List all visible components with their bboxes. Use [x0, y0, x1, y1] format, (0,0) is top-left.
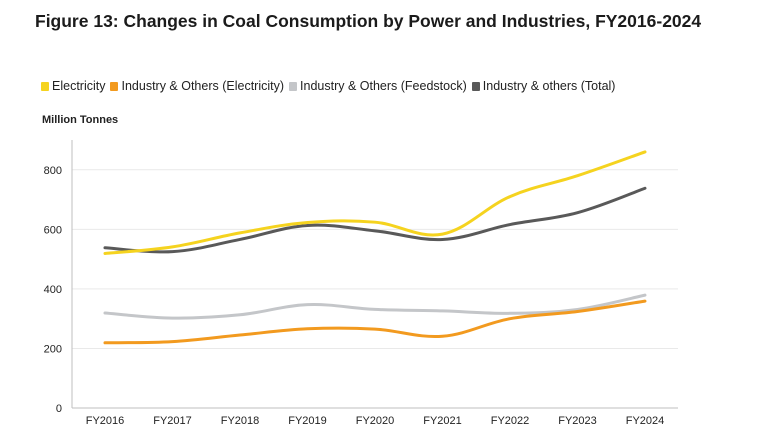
x-tick-label: FY2016	[86, 415, 125, 427]
x-tick-label: FY2021	[423, 415, 462, 427]
chart-title: Figure 13: Changes in Coal Consumption b…	[35, 11, 702, 31]
y-tick-label: 800	[44, 165, 62, 177]
legend-label-industry-electricity: Industry & Others (Electricity)	[121, 79, 285, 93]
series-line-industry-total	[103, 186, 647, 254]
y-tick-label: 0	[56, 403, 62, 415]
legend-label-industry-feedstock: Industry & Others (Feedstock)	[300, 79, 467, 93]
x-tick-label: FY2017	[153, 415, 192, 427]
legend-label-industry-total: Industry & others (Total)	[482, 79, 616, 93]
series-line-industry-feedstock	[103, 293, 647, 320]
x-tick-label: FY2023	[558, 415, 597, 427]
legend-item-industry-feedstock[interactable]: Industry & Others (Feedstock)	[289, 79, 467, 93]
x-tick-label: FY2019	[288, 415, 327, 427]
series-line-electricity	[103, 150, 647, 255]
legend-swatch-industry-total	[471, 81, 480, 91]
y-axis-label: Million Tonnes	[42, 114, 119, 126]
legend-label-electricity: Electricity	[52, 79, 106, 93]
x-tick-label: FY2024	[626, 415, 665, 427]
series-line-industry-electricity	[103, 299, 647, 345]
chart-legend: Electricity Industry & Others (Electrici…	[41, 79, 620, 93]
legend-swatch-industry-electricity	[110, 81, 119, 91]
y-tick-label: 200	[44, 343, 62, 355]
legend-item-industry-total[interactable]: Industry & others (Total)	[471, 79, 616, 93]
x-tick-label: FY2022	[491, 415, 530, 427]
y-tick-label: 400	[44, 284, 62, 296]
legend-swatch-electricity	[41, 81, 49, 91]
legend-item-industry-electricity[interactable]: Industry & Others (Electricity)	[110, 79, 284, 93]
y-tick-label: 600	[44, 224, 62, 236]
legend-item-electricity[interactable]: Electricity	[41, 79, 105, 93]
x-tick-label: FY2020	[356, 415, 395, 427]
x-tick-label: FY2018	[221, 415, 260, 427]
legend-swatch-industry-feedstock	[289, 81, 298, 91]
